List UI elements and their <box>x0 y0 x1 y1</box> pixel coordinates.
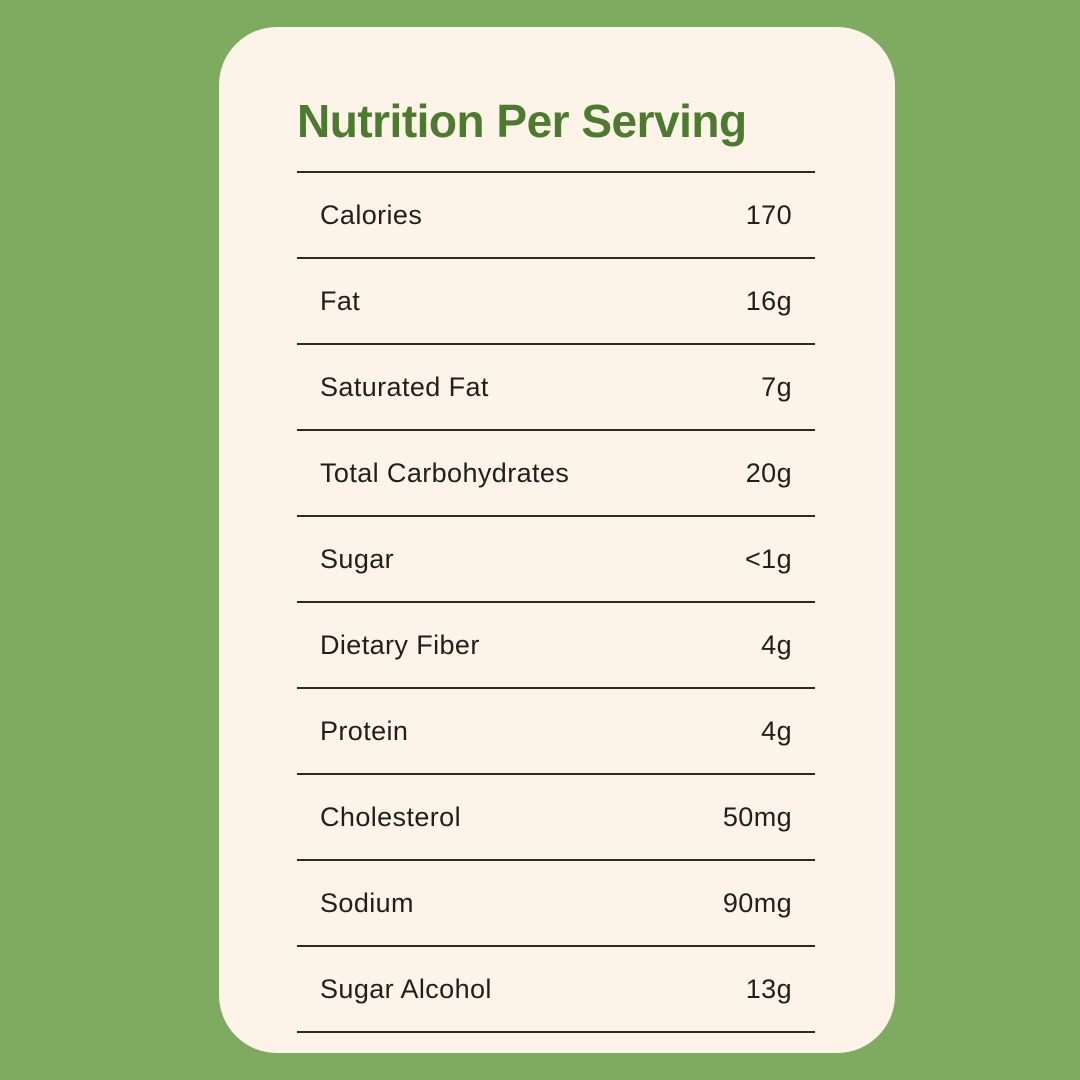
nutrition-table: Calories 170 Fat 16g Saturated Fat 7g To… <box>297 171 815 1033</box>
nutrient-value: 90mg <box>722 887 792 918</box>
nutrient-label: Sodium <box>320 887 414 918</box>
nutrient-label: Sugar Alcohol <box>320 973 492 1004</box>
table-row: Fat 16g <box>297 257 815 343</box>
nutrient-label: Total Carbohydrates <box>320 457 570 488</box>
nutrient-label: Saturated Fat <box>320 371 489 402</box>
nutrient-value: 13g <box>745 973 792 1004</box>
nutrient-value: 16g <box>745 285 792 316</box>
table-row: Protein 4g <box>297 687 815 773</box>
table-row: Saturated Fat 7g <box>297 343 815 429</box>
nutrient-value: 170 <box>745 199 792 230</box>
table-row: Calories 170 <box>297 171 815 257</box>
nutrient-value: 50mg <box>722 801 792 832</box>
nutrient-value: 7g <box>761 371 792 402</box>
page-title: Nutrition Per Serving <box>297 95 747 147</box>
nutrient-label: Sugar <box>320 543 395 574</box>
nutrient-label: Fat <box>320 285 361 316</box>
table-row: Sodium 90mg <box>297 859 815 945</box>
nutrient-label: Calories <box>320 199 423 230</box>
nutrient-label: Dietary Fiber <box>320 629 480 660</box>
table-row: Sugar <1g <box>297 515 815 601</box>
table-row: Total Carbohydrates 20g <box>297 429 815 515</box>
nutrient-label: Protein <box>320 715 409 746</box>
table-row: Cholesterol 50mg <box>297 773 815 859</box>
table-row: Sugar Alcohol 13g <box>297 945 815 1031</box>
nutrient-value: 20g <box>745 457 792 488</box>
table-row: Dietary Fiber 4g <box>297 601 815 687</box>
nutrient-value: 4g <box>761 629 792 660</box>
nutrition-card: Nutrition Per Serving Calories 170 Fat 1… <box>219 27 895 1053</box>
nutrient-value: 4g <box>761 715 792 746</box>
nutrient-label: Cholesterol <box>320 801 461 832</box>
nutrient-value: <1g <box>745 543 792 574</box>
